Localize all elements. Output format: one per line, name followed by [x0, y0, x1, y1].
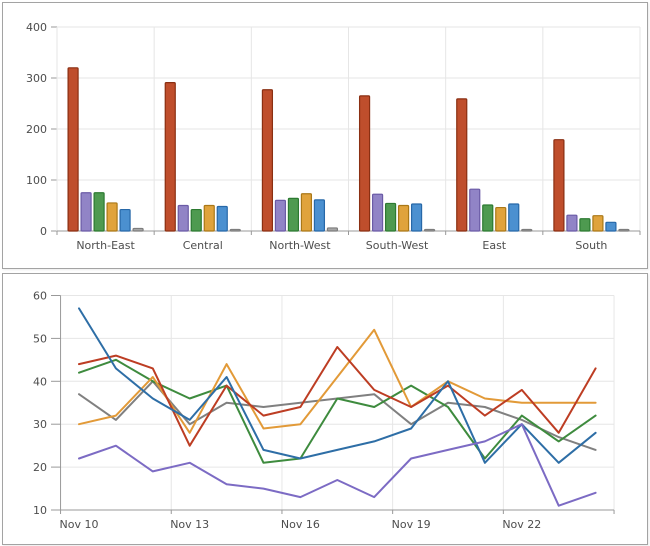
x-category-label: South [575, 239, 607, 252]
bar-group-north-east [67, 67, 144, 232]
bar-blue-east[interactable] [508, 203, 520, 232]
bar-chart-gridlines [51, 26, 641, 235]
x-axis-label: Nov 16 [281, 518, 320, 531]
bar-red-east[interactable] [456, 98, 468, 232]
bar-group-north-west [261, 89, 339, 232]
line-chart[interactable]: 10 20 30 40 50 60 Nov 10 Nov 13 Nov 16 Nov 19 Nov … [3, 274, 647, 544]
bar-gray-south[interactable] [618, 228, 630, 232]
bar-red-south-west[interactable] [358, 95, 371, 232]
line-series-purple[interactable] [78, 423, 597, 507]
bar-orange-central[interactable] [203, 204, 215, 232]
bar-red-south[interactable] [553, 139, 565, 232]
bar-green-north-east[interactable] [93, 192, 105, 232]
bar-gray-north-west[interactable] [326, 227, 339, 232]
bar-group-central [164, 81, 241, 232]
x-category-label: Central [183, 239, 223, 252]
y-axis-label: 10 [33, 504, 47, 517]
bar-chart[interactable]: 0 100 200 300 400 North-East Central North-West… [3, 3, 647, 268]
y-axis-label: 50 [33, 332, 47, 345]
bar-green-east[interactable] [482, 204, 494, 232]
line-chart-panel: 10 20 30 40 50 60 Nov 10 Nov 13 Nov 16 Nov 19 Nov … [2, 273, 648, 545]
y-axis-label: 30 [33, 418, 47, 431]
bar-group-south [553, 139, 630, 232]
x-axis-label: Nov 22 [502, 518, 541, 531]
x-axis-label: Nov 13 [170, 518, 209, 531]
bar-orange-east[interactable] [495, 206, 507, 232]
x-category-label: North-West [269, 239, 331, 252]
bar-gray-east[interactable] [521, 228, 533, 232]
x-axis-label: Nov 19 [392, 518, 431, 531]
bar-group-east [456, 98, 533, 232]
bar-orange-north-east[interactable] [106, 202, 118, 232]
bar-gray-north-east[interactable] [132, 227, 144, 232]
bar-purple-north-west[interactable] [274, 199, 287, 232]
bar-orange-south[interactable] [592, 215, 604, 232]
bar-orange-south-west[interactable] [397, 204, 410, 232]
bar-gray-central[interactable] [229, 228, 241, 232]
bar-blue-north-east[interactable] [119, 208, 131, 232]
bar-green-north-west[interactable] [287, 197, 300, 232]
bar-red-central[interactable] [164, 81, 176, 232]
bar-green-south[interactable] [579, 218, 591, 232]
bar-chart-panel: 0 100 200 300 400 North-East Central North-West… [2, 2, 648, 269]
x-category-label: South-West [366, 239, 429, 252]
bar-blue-south-west[interactable] [410, 203, 423, 232]
x-category-label: North-East [76, 239, 135, 252]
x-category-label: East [482, 239, 506, 252]
y-axis-label: 300 [26, 72, 47, 85]
y-axis-label: 20 [33, 461, 47, 474]
bar-green-central[interactable] [190, 208, 202, 232]
bar-blue-south[interactable] [605, 221, 617, 232]
line-series-blue[interactable] [78, 307, 597, 464]
bar-blue-north-west[interactable] [313, 199, 326, 232]
y-axis-label: 40 [33, 375, 47, 388]
bar-orange-north-west[interactable] [300, 193, 313, 232]
bar-red-north-east[interactable] [67, 67, 79, 232]
bar-purple-north-east[interactable] [80, 192, 92, 232]
bar-red-north-west[interactable] [261, 89, 274, 232]
x-axis-label: Nov 10 [60, 518, 99, 531]
y-axis-label: 60 [33, 290, 47, 303]
bar-blue-central[interactable] [216, 205, 228, 232]
y-axis-label: 100 [26, 174, 47, 187]
y-axis-label: 200 [26, 123, 47, 136]
line-chart-gridlines [51, 295, 615, 511]
bar-purple-south-west[interactable] [371, 193, 384, 232]
bar-group-south-west [358, 95, 436, 232]
line-series-red[interactable] [78, 346, 597, 447]
y-axis-label: 0 [40, 225, 47, 238]
y-axis-label: 400 [26, 21, 47, 34]
bar-purple-central[interactable] [177, 204, 189, 232]
bar-purple-east[interactable] [469, 188, 481, 232]
bar-green-south-west[interactable] [384, 202, 397, 232]
bar-gray-south-west[interactable] [423, 228, 436, 232]
bar-purple-south[interactable] [566, 214, 578, 232]
